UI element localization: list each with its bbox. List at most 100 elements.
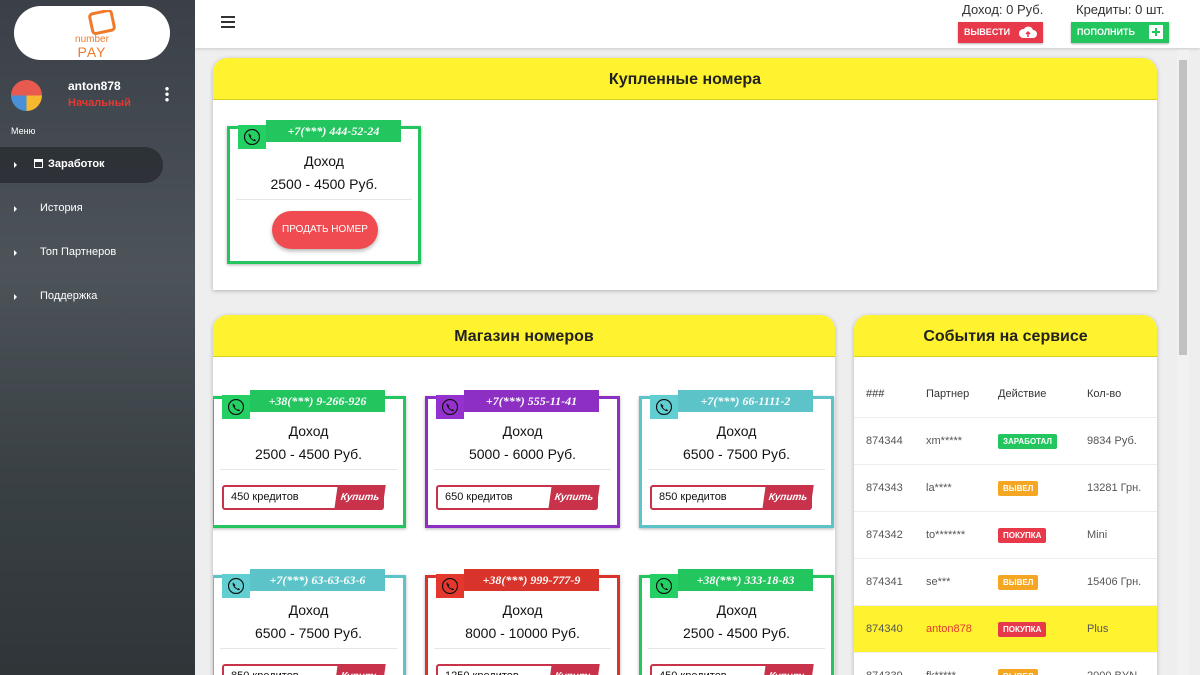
event-id: 874339 <box>866 670 903 675</box>
event-id: 874343 <box>866 482 903 494</box>
scroll-thumb[interactable] <box>1179 60 1187 355</box>
column-header: Партнер <box>926 388 970 400</box>
logo-text: number <box>75 34 109 45</box>
menu-arrow <box>14 250 17 256</box>
events-panel: События на сервисе ### Партнер Действие Кол… <box>854 315 1157 675</box>
user-menu[interactable] <box>165 86 169 102</box>
column-header: ### <box>866 388 885 400</box>
buy-button[interactable]: Купить <box>334 664 386 675</box>
action-badge: ПОКУПКА <box>998 528 1047 543</box>
price: 1250 кредитов <box>445 670 519 675</box>
buy-row[interactable]: 450 кредитов Купить <box>650 664 814 675</box>
number-card: +38(***) 999-777-9 Доход 8000 - 10000 Руб.… <box>425 569 620 675</box>
top-bar: Доход: 0 Руб. Кредиты: 0 шт. ВЫВЕСТИ ПОП… <box>195 0 1200 48</box>
buy-button[interactable]: Купить <box>334 485 386 510</box>
action-badge: ВЫВЕЛ <box>998 481 1039 496</box>
number-card: +7(***) 63-63-63-6 Доход 6500 - 7500 Руб. 8… <box>213 569 406 675</box>
price: 450 кредитов <box>231 491 299 503</box>
event-partner: to******* <box>926 529 966 541</box>
phone-icon <box>238 125 266 149</box>
menu-item[interactable]: История <box>0 191 163 227</box>
buy-button[interactable]: Купить <box>548 485 600 510</box>
buy-row[interactable]: 1250 кредитов Купить <box>436 664 600 675</box>
phone-glyph <box>228 578 244 594</box>
cloud-icon <box>1019 26 1037 38</box>
panel-title: Купленные номера <box>213 58 1157 100</box>
divider <box>648 648 825 649</box>
shop-panel: Магазин номеров +38(***) 9-266-926 Доход 2… <box>213 315 835 675</box>
menu-arrow <box>14 206 17 212</box>
phone-number: +7(***) 444-52-24 <box>266 120 401 142</box>
menu-text: История <box>40 202 83 214</box>
menu-arrow <box>14 294 17 300</box>
phone-glyph <box>442 578 458 594</box>
income-label: Доход <box>304 153 344 169</box>
column-header: Кол-во <box>1087 388 1122 400</box>
buy-button[interactable]: Купить <box>762 485 814 510</box>
credits: Кредиты: 0 шт. <box>1076 2 1165 17</box>
event-amount: Mini <box>1087 529 1108 541</box>
phone-icon <box>222 395 250 419</box>
event-amount: 15406 Грн. <box>1087 576 1142 588</box>
buy-row[interactable]: 850 кредитов Купить <box>650 485 814 510</box>
menu-arrow <box>14 162 17 168</box>
income-range: 6500 - 7500 Руб. <box>254 625 363 641</box>
buy-row[interactable]: 450 кредитов Купить <box>222 485 386 510</box>
phone-glyph <box>656 399 672 415</box>
income-range: 6500 - 7500 Руб. <box>682 446 791 462</box>
sidebar: number PAY anton878 Начальный Меню Зараб… <box>0 0 195 675</box>
price: 850 кредитов <box>231 670 299 675</box>
buy-row[interactable]: 850 кредитов Купить <box>222 664 386 675</box>
buy-row[interactable]: 650 кредитов Купить <box>436 485 600 510</box>
column-header: Действие <box>998 388 1047 400</box>
phone-glyph <box>228 399 244 415</box>
number-card: +38(***) 9-266-926 Доход 2500 - 4500 Руб. 4… <box>213 390 406 528</box>
price: 850 кредитов <box>659 491 727 503</box>
buy-button[interactable]: Купить <box>762 664 814 675</box>
menu-item[interactable]: Поддержка <box>0 279 163 315</box>
menu-text: Поддержка <box>40 290 98 302</box>
panel-title: Магазин номеров <box>213 315 835 357</box>
user-status: Начальный <box>68 97 131 109</box>
event-amount: Plus <box>1087 623 1109 635</box>
event-partner: la**** <box>926 482 952 494</box>
phone-number: +38(***) 9-266-926 <box>250 390 385 412</box>
event-amount: 2000 BYN <box>1087 670 1137 675</box>
event-row: 874343 la**** ВЫВЕЛ 13281 Грн. <box>854 464 1157 511</box>
logo[interactable]: number PAY <box>14 6 170 60</box>
menu-label: Меню <box>11 126 36 136</box>
phone-icon <box>650 395 678 419</box>
plus-icon <box>1149 25 1163 39</box>
phone-number: +7(***) 66-1111-2 <box>678 390 813 412</box>
phone-glyph <box>656 578 672 594</box>
event-row: 874344 xm***** ЗАРАБОТАЛ 9834 Руб. <box>854 417 1157 464</box>
action-badge: ПОКУПКА <box>998 622 1047 637</box>
income-label: Доход <box>288 423 329 439</box>
event-amount: 13281 Грн. <box>1087 482 1142 494</box>
menu-icon <box>34 159 43 168</box>
hamburger[interactable] <box>221 16 235 28</box>
event-partner: fk***** <box>926 670 956 675</box>
income-label: Доход <box>502 602 543 618</box>
event-id: 874344 <box>866 435 903 447</box>
phone-glyph <box>442 399 458 415</box>
button-label: ПОПОЛНИТЬ <box>1077 27 1135 37</box>
event-row: 874339 fk***** ВЫВЕЛ 2000 BYN <box>854 652 1157 675</box>
income-label: Доход <box>502 423 543 439</box>
event-id: 874342 <box>866 529 903 541</box>
withdraw-button[interactable]: ВЫВЕСТИ <box>958 22 1043 43</box>
divider <box>220 469 397 470</box>
buy-button[interactable]: Купить <box>548 664 600 675</box>
sell-button[interactable]: ПРОДАТЬ НОМЕР <box>272 211 378 249</box>
income-label: Доход <box>288 602 329 618</box>
menu-item[interactable]: Заработок <box>0 147 163 183</box>
phone-number: +7(***) 555-11-41 <box>464 390 599 412</box>
menu-item[interactable]: Топ Партнеров <box>0 235 163 271</box>
income-range: 5000 - 6000 Руб. <box>468 446 577 462</box>
user-name: anton878 <box>68 79 121 93</box>
event-partner: xm***** <box>926 435 963 447</box>
topup-button[interactable]: ПОПОЛНИТЬ <box>1071 22 1169 43</box>
event-id: 874340 <box>866 623 903 635</box>
phone-icon <box>222 574 250 598</box>
